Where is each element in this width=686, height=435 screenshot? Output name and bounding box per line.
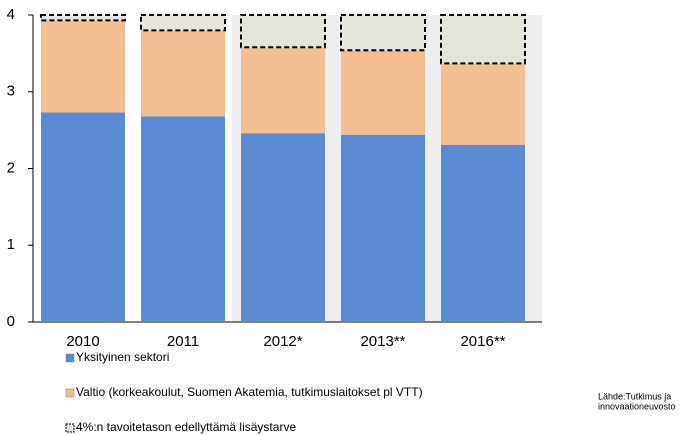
y-tick-label: 3	[7, 83, 15, 100]
bar-segment	[341, 50, 425, 135]
legend-label: Valtio (korkeakoulut, Suomen Akatemia, t…	[76, 385, 423, 399]
x-tick-label: 2012*	[263, 333, 302, 350]
bar-segment	[340, 14, 426, 52]
bar-segment	[240, 14, 326, 49]
x-tick-label: 2010	[66, 333, 99, 350]
source: Lähde:Tutkimus ja	[598, 391, 671, 401]
bar-segment	[441, 144, 525, 322]
bar-segment	[241, 47, 325, 134]
bar-segment	[241, 133, 325, 322]
y-tick-label: 1	[7, 236, 15, 253]
legend-swatch	[65, 388, 75, 398]
legend-swatch	[65, 423, 75, 433]
x-tick-label: 2016**	[460, 333, 505, 350]
bar-segment	[41, 112, 125, 322]
source: innovaationeuvosto	[598, 401, 676, 411]
bar-segment	[141, 30, 225, 117]
legend-swatch	[65, 353, 75, 363]
bar-segment	[440, 14, 526, 65]
bar-segment	[140, 14, 226, 32]
bar-segment	[41, 20, 125, 113]
x-tick-label: 2013**	[360, 333, 405, 350]
y-tick-label: 4	[7, 6, 15, 23]
y-tick-label: 2	[7, 159, 15, 176]
x-tick-label: 2011	[167, 333, 199, 350]
bar-segment	[441, 63, 525, 145]
bar-segment	[341, 134, 425, 322]
y-tick-label: 0	[7, 313, 15, 330]
legend-label: 4%:n tavoitetason edellyttämä lisäystarv…	[76, 420, 296, 434]
bar-segment	[141, 116, 225, 322]
legend-label: Yksityinen sektori	[76, 350, 169, 364]
bar-segment	[40, 14, 126, 22]
